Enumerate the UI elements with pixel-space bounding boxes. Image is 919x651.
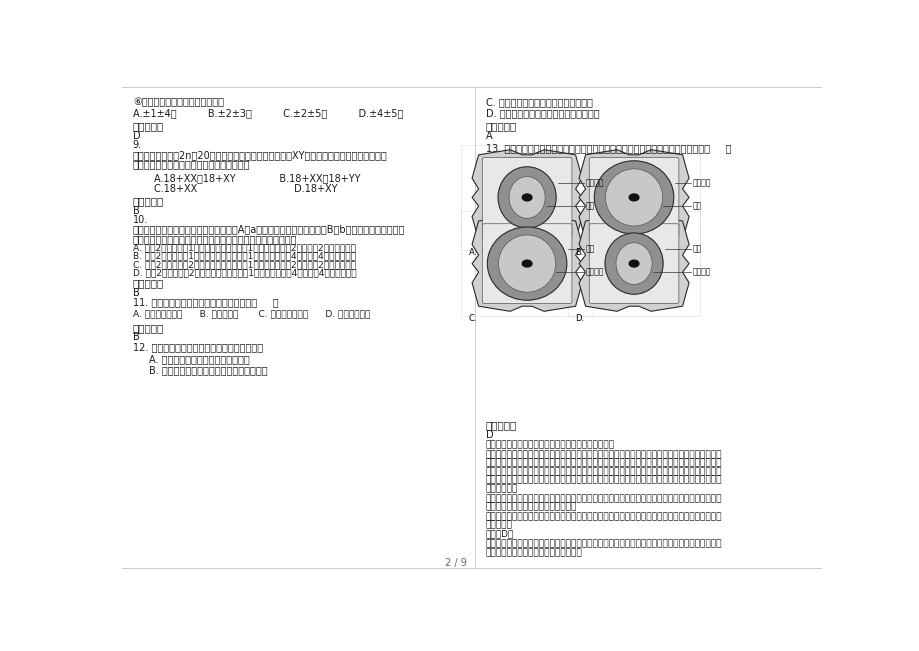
Text: C.: C. [468,314,476,323]
Text: ⑥植物细胞内会有其他膜结构干扰: ⑥植物细胞内会有其他膜结构干扰 [132,97,223,107]
Text: 紫色变深: 紫色变深 [585,178,604,187]
Polygon shape [471,150,582,245]
FancyBboxPatch shape [588,158,678,237]
Text: 渐分离开来，即发生了质壁分离。当细胞液的浓度大于外界溶液的浓度时，外界溶液中的水分就透过: 渐分离开来，即发生了质壁分离。当细胞液的浓度大于外界溶液的浓度时，外界溶液中的水… [485,467,721,476]
Text: 双子叶植物大麻（2n＝20）为雌雄异株，性别决定方式为XY型，若将其花药离体培养，将幼: 双子叶植物大麻（2n＝20）为雌雄异株，性别决定方式为XY型，若将其花药离体培养… [132,150,387,159]
Text: A.: A. [468,247,476,256]
Circle shape [522,194,531,201]
Text: 无色: 无色 [692,201,701,210]
Text: 光显微镜下观察处于四分体时期的细胞。下列有关推测合理的是: 光显微镜下观察处于四分体时期的细胞。下列有关推测合理的是 [132,234,297,244]
Text: A. 若这2对基因在吀1对同源染色体上，则有1个四分体中出现2个黄色、2个绿色荧光点: A. 若这2对基因在吀1对同源染色体上，则有1个四分体中出现2个黄色、2个绿色荧… [132,243,356,252]
Bar [568,211,699,316]
Text: 苗用秋水仙素处理，所得植株的染色体组成是: 苗用秋水仙素处理，所得植株的染色体组成是 [132,159,250,169]
Text: 参考答案：: 参考答案： [485,121,516,132]
Text: 【点评】本题考查植物细胞质壁分离现象的相关知识，意在考查学生的识图能力和判断能力，运用所: 【点评】本题考查植物细胞质壁分离现象的相关知识，意在考查学生的识图能力和判断能力… [485,540,721,549]
Text: D. 若这2对基因在吀2对同源染色体上，则有1个四分体中出现4个黄色、4个绿色荧光点: D. 若这2对基因在吀2对同源染色体上，则有1个四分体中出现4个黄色、4个绿色荧… [132,269,356,277]
Text: 参考答案：: 参考答案： [132,121,164,132]
Text: 紫色变浅: 紫色变浅 [692,178,710,187]
Text: 壁分离复原。: 壁分离复原。 [485,484,517,493]
Text: B. 若这2对基因在吀1对同源染色体上，则有1个四分体中出现4个黄色、4个绿色荧光点: B. 若这2对基因在吀1对同源染色体上，则有1个四分体中出现4个黄色、4个绿色荧… [132,251,356,260]
Text: 无色: 无色 [692,244,701,253]
Text: D.: D. [575,314,584,323]
Text: A. 绵羊和山羊之间不能进行基因交流: A. 绵羊和山羊之间不能进行基因交流 [149,354,250,364]
Text: 故选：D。: 故选：D。 [485,530,514,539]
Text: 界溶液中，液泡逐渐缩小，颜色变深；: 界溶液中，液泡逐渐缩小，颜色变深； [485,503,576,512]
Ellipse shape [605,169,662,226]
Text: 原生质层进入到细胞液中，液泡逐渐变大，整个原生质层就会慢慢地恢复成原来的状态，即发生了质: 原生质层进入到细胞液中，液泡逐渐变大，整个原生质层就会慢慢地恢复成原来的状态，即… [485,476,721,484]
Text: ，由于原生质层比细胞壁的伸缩性大，当细胞不断失水时，液泡逐渐缩小，原生质层就会与细胞壁逐: ，由于原生质层比细胞壁的伸缩性大，当细胞不断失水时，液泡逐渐缩小，原生质层就会与… [485,458,721,467]
Text: 紫色变浅: 紫色变浅 [585,268,604,277]
Bar [461,211,592,316]
Bar [568,145,699,250]
Ellipse shape [605,233,663,294]
Text: 参考答案：: 参考答案： [132,279,164,288]
Text: 无色: 无色 [585,244,595,253]
Polygon shape [578,216,688,311]
Text: 2 / 9: 2 / 9 [445,559,466,568]
Text: 紫色变深: 紫色变深 [692,268,710,277]
Ellipse shape [497,167,556,228]
Text: A.18+XX或18+XY              B.18+XX或18+YY: A.18+XX或18+XY B.18+XX或18+YY [154,173,360,184]
FancyBboxPatch shape [482,224,572,303]
Polygon shape [578,150,688,245]
Polygon shape [471,216,582,311]
Text: 参考答案：: 参考答案： [485,420,516,430]
Text: D. 二倍体西瓜和四倍体西瓜属于同一物种: D. 二倍体西瓜和四倍体西瓜属于同一物种 [485,108,599,118]
FancyBboxPatch shape [588,224,678,303]
Ellipse shape [487,227,566,300]
Circle shape [629,260,638,267]
Text: D: D [132,132,141,141]
Ellipse shape [594,161,673,234]
Text: 12. 下列各项中符合现代生物进化理论观点的是: 12. 下列各项中符合现代生物进化理论观点的是 [132,342,263,352]
Text: A.±1±4）          B.±2±3）          C.±2±5）          D.±4±5）: A.±1±4） B.±2±3） C.±2±5） D.±4±5） [132,108,403,118]
Text: 是无色的。: 是无色的。 [485,521,512,530]
Text: 参考答案：: 参考答案： [132,197,164,206]
Text: 【解答】解：由于当细胞液的浓度小于外界溶液的浓度时，细胞液中的水分就透过原生质层进入到外: 【解答】解：由于当细胞液的浓度小于外界溶液的浓度时，细胞液中的水分就透过原生质层… [485,494,721,503]
Bar [461,145,592,250]
Ellipse shape [616,243,652,284]
Text: A. 噪菌体、乳酸菌      B. 细菌、蔻藻       C. 变形虫、草履虫      D. 蔻藻、酵母菌: A. 噪菌体、乳酸菌 B. 细菌、蔻藻 C. 变形虫、草履虫 D. 蔻藻、酵母菌 [132,310,369,319]
Text: 9.: 9. [132,140,142,150]
Text: B: B [132,206,140,216]
Text: B.: B. [575,247,584,256]
Text: 无色: 无色 [585,201,595,210]
Circle shape [629,194,638,201]
Text: 13. 如图所示，能正确表示是微镜下观察到的紫色洋葱表皮细胞质壁分离现象的是（     ）: 13. 如图所示，能正确表示是微镜下观察到的紫色洋葱表皮细胞质壁分离现象的是（ … [485,143,731,153]
Text: B: B [132,332,140,342]
Ellipse shape [508,176,545,218]
Text: 【考点】细胞质壁分离与质壁分离复原现象及其原因。: 【考点】细胞质壁分离与质壁分离复原现象及其原因。 [485,441,614,450]
Text: D: D [485,430,493,440]
Ellipse shape [498,235,555,292]
Text: 学知识综合分析问题和解决问题的能力。: 学知识综合分析问题和解决问题的能力。 [485,548,582,557]
Text: 参考答案：: 参考答案： [132,323,164,333]
Text: C. 若这2对基因在吀2对同源染色体上，则有1个四分体中出现2个黄色、2个绿色荧光点: C. 若这2对基因在吀2对同源染色体上，则有1个四分体中出现2个黄色、2个绿色荧… [132,260,356,269]
Text: B: B [132,288,140,298]
Text: 11. 具有细胞结构而没有核膜的一组生物是（     ）: 11. 具有细胞结构而没有核膜的一组生物是（ ） [132,297,278,307]
Text: 对性腺组织细胞进行荧光标记，等位基因A、a都被标记为黄色，等位基因B、b都被标记为绿色。在荧: 对性腺组织细胞进行荧光标记，等位基因A、a都被标记为黄色，等位基因B、b都被标记… [132,225,404,234]
FancyBboxPatch shape [482,158,572,237]
Text: 由于细胞壁是全透性的，而细胞膜是选择透过性膜，所以在原生质层和细胞壁之间是外界溶液，所以: 由于细胞壁是全透性的，而细胞膜是选择透过性膜，所以在原生质层和细胞壁之间是外界溶… [485,512,721,521]
Text: 10.: 10. [132,215,148,225]
Circle shape [522,260,531,267]
Text: 【分析】当细胞液的浓度小于外界溶液的浓度时，细胞液中的水分就透过原生质层进入到外界溶液中: 【分析】当细胞液的浓度小于外界溶液的浓度时，细胞液中的水分就透过原生质层进入到外… [485,450,721,459]
Text: C. 马和驴交配产生的驾子是一个新物种: C. 马和驴交配产生的驾子是一个新物种 [485,97,592,107]
Text: A: A [485,132,492,141]
Text: B. 基因突变和基因重组是生物进化的原材料: B. 基因突变和基因重组是生物进化的原材料 [149,365,267,376]
Text: C.18+XX                               D.18+XY: C.18+XX D.18+XY [154,184,337,194]
